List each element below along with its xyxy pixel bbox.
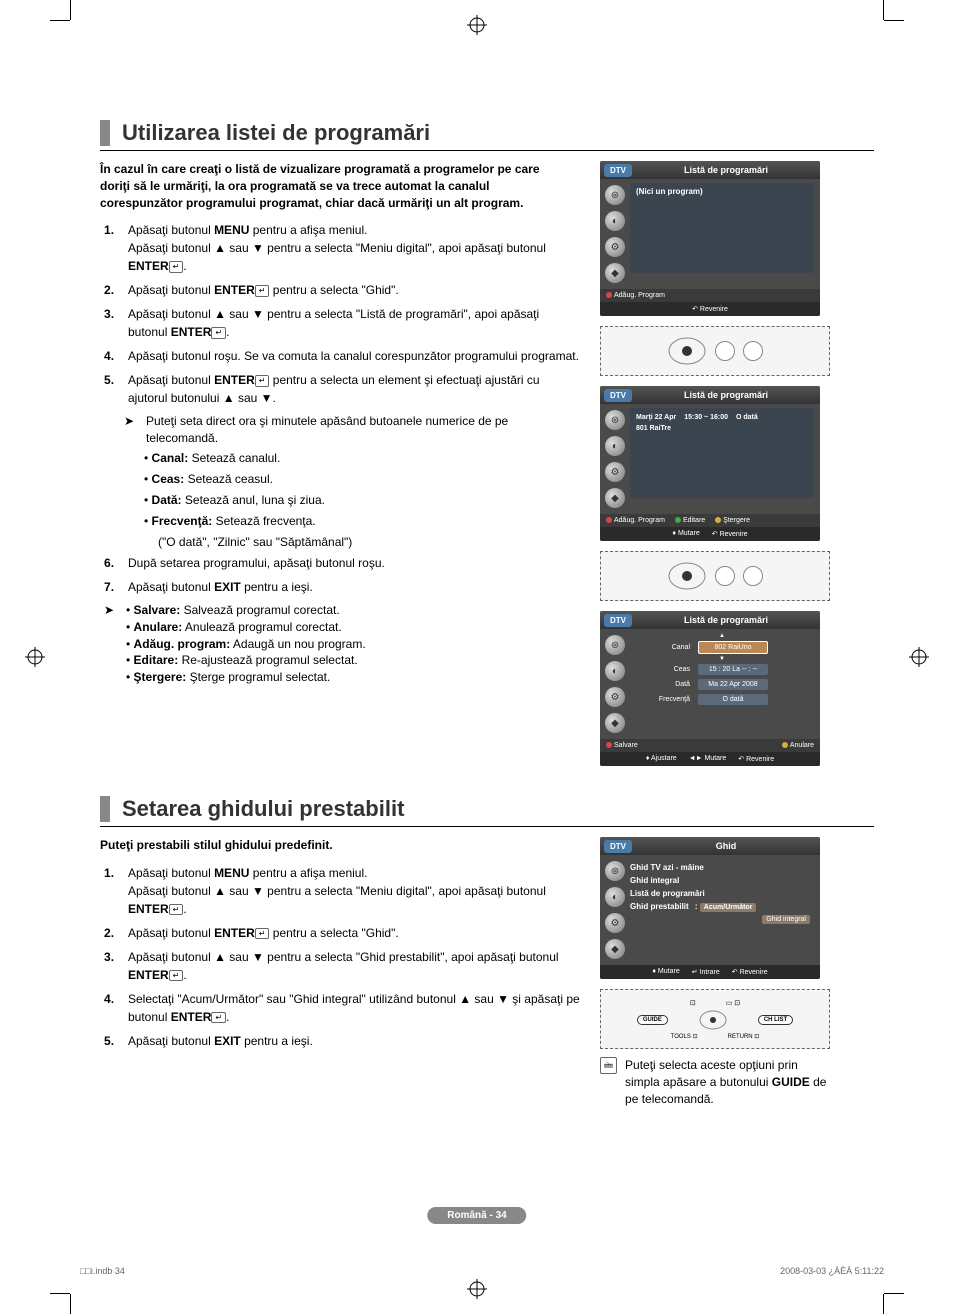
tools-note-text: Puteţi selecta aceste opţiuni prin simpl… (625, 1057, 830, 1107)
footer-right: 2008-03-03 ¿ÀÈÄ 5:11:22 (780, 1266, 884, 1276)
yellow-dot-icon (782, 742, 788, 748)
menu-icon: ⚙ (605, 237, 625, 257)
green-dot-icon (675, 517, 681, 523)
guide-button: GUIDE (637, 1015, 668, 1025)
tv-screenshot: DTV Ghid ⊛ ◐ ⚙ ◆ Ghid TV azi - mâine Ghi… (600, 837, 820, 979)
menu-item: Listă de programări (630, 887, 814, 900)
note-arrow-icon: ➤ (124, 413, 140, 430)
intro-text: Puteţi prestabili stilul ghidului predef… (100, 837, 560, 854)
step: Apăsaţi butonul ▲ sau ▼ pentru a selecta… (100, 305, 580, 341)
footer-left: □□i.indb 34 (80, 1266, 125, 1276)
sub-option: • Frecvenţă: Setează frecvenţa. (144, 512, 580, 530)
menu-icon: ⚙ (605, 687, 625, 707)
step: După setarea programului, apăsaţi butonu… (100, 554, 580, 572)
dtv-badge: DTV (604, 840, 632, 853)
menu-icon: ◐ (605, 661, 625, 681)
tv-title: Listă de programări (632, 615, 820, 625)
menu-icon: ◆ (605, 263, 625, 283)
menu-icon: ◆ (605, 488, 625, 508)
sub-option: • Ceas: Setează ceasul. (144, 470, 580, 488)
remote-button (743, 341, 763, 361)
page-number: Română - 34 (427, 1207, 526, 1224)
menu-icon: ◐ (605, 211, 625, 231)
section-title: Setarea ghidului prestabilit (100, 796, 874, 822)
menu-icon: ⊛ (605, 635, 625, 655)
menu-icon: ◐ (605, 887, 625, 907)
menu-icon: ⚙ (605, 462, 625, 482)
red-dot-icon (606, 742, 612, 748)
dtv-badge: DTV (604, 164, 632, 177)
tv-screenshot: DTV Listă de programări ⊛ ◐ ⚙ ◆ ▲ Canal (600, 611, 820, 766)
sub-option: • Canal: Setează canalul. (144, 449, 580, 467)
yellow-dot-icon (715, 517, 721, 523)
form-value: Ma 22 Apr 2008 (698, 679, 768, 690)
remote-snippet: ⊡ ▭ ⊡ GUIDE CH LIST TOOLS ⊡ RETURN ⊡ (600, 989, 830, 1049)
menu-icon: ⊛ (605, 185, 625, 205)
steps-list: Apăsaţi butonul MENU pentru a afişa meni… (100, 221, 580, 407)
tv-screenshot: DTV Listă de programări ⊛ ◐ ⚙ ◆ (Nici un… (600, 161, 820, 316)
step: Apăsaţi butonul roşu. Se va comuta la ca… (100, 347, 580, 365)
section-title: Utilizarea listei de programări (100, 120, 874, 146)
sub-option: • Dată: Setează anul, luna şi ziua. (144, 491, 580, 509)
remote-button (715, 566, 735, 586)
menu-icon: ⊛ (605, 410, 625, 430)
chlist-button: CH LIST (758, 1015, 793, 1025)
action-note: • Salvare: Salvează programul corectat. (126, 602, 580, 619)
empty-text: (Nici un program) (636, 187, 808, 196)
navigation-pad-icon (667, 561, 707, 591)
step: Apăsaţi butonul EXIT pentru a ieşi. (100, 578, 580, 596)
steps-list-cont: După setarea programului, apăsaţi butonu… (100, 554, 580, 596)
step: Apăsaţi butonul EXIT pentru a ieşi. (100, 1032, 580, 1050)
remote-snippet (600, 551, 830, 601)
form-value: 802 RaiUno (698, 641, 768, 654)
step: Apăsaţi butonul ▲ sau ▼ pentru a selecta… (100, 948, 580, 984)
step: Apăsaţi butonul ENTER↵ pentru a selecta … (100, 924, 580, 942)
action-note: • Anulare: Anulează programul corectat. (126, 619, 580, 636)
navigation-pad-icon (667, 336, 707, 366)
sub-options-list: • Canal: Setează canalul. • Ceas: Seteaz… (144, 449, 580, 551)
red-dot-icon (606, 517, 612, 523)
menu-option: Ghid integral (762, 915, 810, 924)
menu-icon: ⚙ (605, 913, 625, 933)
tv-title: Ghid (632, 841, 820, 851)
menu-item: Ghid integral (630, 874, 814, 887)
steps-list: Apăsaţi butonul MENU pentru a afişa meni… (100, 864, 580, 1050)
step: Selectaţi "Acum/Următor" sau "Ghid integ… (100, 990, 580, 1026)
intro-text: În cazul în care creaţi o listă de vizua… (100, 161, 560, 211)
step: Apăsaţi butonul ENTER↵ pentru a selecta … (100, 371, 580, 407)
note-arrow-icon: ➤ (104, 602, 120, 619)
sub-option-detail: ("O dată", "Zilnic" sau "Săptămânal") (158, 533, 580, 551)
dtv-badge: DTV (604, 614, 632, 627)
step: Apăsaţi butonul MENU pentru a afişa meni… (100, 221, 580, 275)
step: Apăsaţi butonul MENU pentru a afişa meni… (100, 864, 580, 918)
return-label: RETURN ⊡ (728, 1033, 760, 1040)
remote-button (715, 341, 735, 361)
menu-item: Ghid prestabilit : Acum/Următor (630, 900, 814, 914)
action-note: • Ştergere: Şterge programul selectat. (126, 669, 580, 686)
tv-title: Listă de programări (632, 390, 820, 400)
menu-icon: ⊛ (605, 861, 625, 881)
dtv-badge: DTV (604, 389, 632, 402)
menu-icon: ◆ (605, 939, 625, 959)
menu-icon: ◐ (605, 436, 625, 456)
tv-screenshot: DTV Listă de programări ⊛ ◐ ⚙ ◆ Marţi 22… (600, 386, 820, 541)
action-note: • Editare: Re-ajustează programul select… (126, 652, 580, 669)
remote-button (743, 566, 763, 586)
tools-label: TOOLS ⊡ (671, 1033, 698, 1040)
navigation-pad-icon (698, 1010, 728, 1030)
menu-item: Ghid TV azi - mâine (630, 861, 814, 874)
tools-icon: 🖮 (600, 1057, 617, 1074)
red-dot-icon (606, 292, 612, 298)
menu-icon: ◆ (605, 713, 625, 733)
form-value: 15 : 20 La -- : -- (698, 664, 768, 675)
remote-snippet (600, 326, 830, 376)
note-text: Puteţi seta direct ora şi minutele apăsâ… (146, 413, 580, 447)
action-note: • Adăug. program: Adaugă un nou program. (126, 636, 580, 653)
form-value: O dată (698, 694, 768, 705)
registration-mark-icon (467, 1279, 487, 1299)
step: Apăsaţi butonul ENTER↵ pentru a selecta … (100, 281, 580, 299)
tv-title: Listă de programări (632, 165, 820, 175)
